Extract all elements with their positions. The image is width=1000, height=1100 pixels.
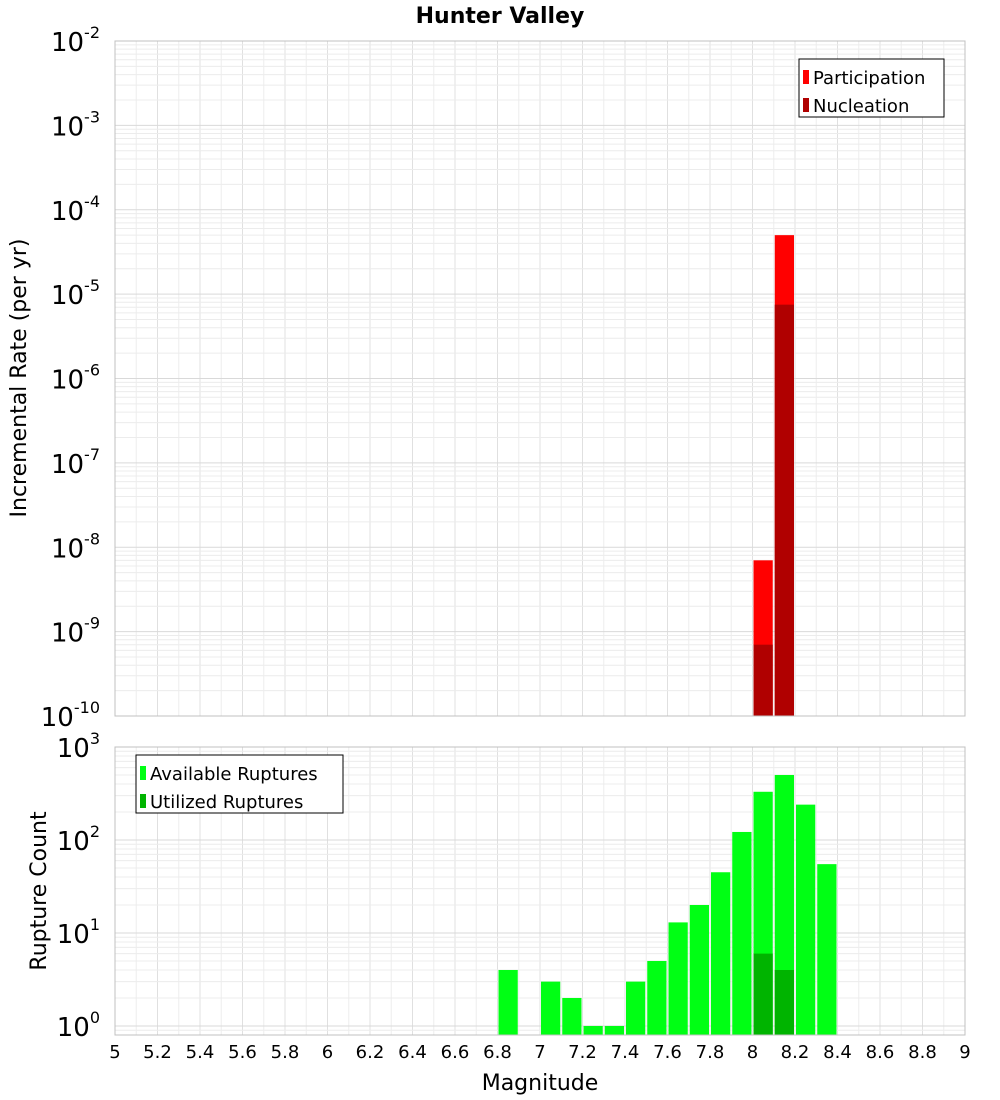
- top-y-tick-label: 10-8: [51, 529, 100, 564]
- bottom-y-tick-label: 101: [57, 915, 100, 950]
- x-tick-label: 8.2: [781, 1042, 810, 1063]
- chart-title: Hunter Valley: [416, 4, 585, 29]
- x-tick-label: 8: [747, 1042, 758, 1063]
- x-tick-label: 7.6: [653, 1042, 682, 1063]
- x-tick-label: 6.2: [356, 1042, 385, 1063]
- x-tick-label: 6.4: [398, 1042, 427, 1063]
- bottom-y-tick-label: 102: [57, 822, 100, 857]
- bottom-legend-label: Available Ruptures: [150, 764, 318, 785]
- x-tick-label: 8.6: [866, 1042, 895, 1063]
- x-tick-label: 9: [959, 1042, 970, 1063]
- x-tick-label: 8.8: [908, 1042, 937, 1063]
- top-legend-label: Nucleation: [813, 96, 909, 117]
- top-y-tick-label: 10-3: [51, 107, 100, 142]
- x-tick-label: 5.8: [271, 1042, 300, 1063]
- top-y-tick-label: 10-9: [51, 614, 100, 649]
- top-y-tick-label: 10-2: [51, 23, 100, 58]
- bottom-bar-available-ruptures: [796, 804, 816, 1035]
- x-axis-title: Magnitude: [482, 1071, 599, 1096]
- bottom-bar-available-ruptures: [668, 922, 688, 1035]
- bottom-bar-available-ruptures: [817, 864, 837, 1035]
- top-y-tick-label: 10-4: [51, 192, 100, 227]
- top-bar-nucleation: [753, 644, 773, 716]
- x-tick-label: 6.6: [441, 1042, 470, 1063]
- top-bar-nucleation: [774, 304, 794, 716]
- bottom-bar-utilized-ruptures: [774, 969, 794, 1035]
- bottom-bar-available-ruptures: [732, 831, 752, 1035]
- x-tick-label: 5.6: [228, 1042, 257, 1063]
- bottom-bar-available-ruptures: [583, 1025, 603, 1035]
- bottom-bar-available-ruptures: [711, 872, 731, 1035]
- bottom-bar-available-ruptures: [647, 960, 667, 1035]
- bottom-bar-available-ruptures: [498, 969, 518, 1035]
- x-tick-label: 8.4: [823, 1042, 852, 1063]
- top-legend-box: [798, 58, 945, 118]
- bottom-bar-available-ruptures: [689, 904, 709, 1035]
- bottom-bar-available-ruptures: [541, 981, 561, 1035]
- top-y-axis-title: Incremental Rate (per yr): [7, 239, 32, 518]
- x-tick-label: 7.4: [611, 1042, 640, 1063]
- bottom-y-tick-label: 103: [57, 729, 100, 764]
- x-tick-label: 7: [534, 1042, 545, 1063]
- x-tick-label: 6.8: [483, 1042, 512, 1063]
- bottom-legend-swatch: [140, 766, 146, 780]
- bottom-plot-border: [114, 746, 966, 1036]
- top-plot-border: [114, 40, 966, 717]
- top-y-tick-label: 10-10: [41, 698, 100, 733]
- bottom-bar-available-ruptures: [562, 997, 582, 1035]
- bottom-bar-available-ruptures: [626, 981, 646, 1035]
- bottom-bar-utilized-ruptures: [753, 953, 773, 1035]
- top-legend-label: Participation: [813, 68, 925, 89]
- top-legend-swatch: [803, 98, 809, 112]
- top-y-tick-label: 10-6: [51, 361, 100, 396]
- bottom-y-tick-label: 100: [57, 1008, 100, 1043]
- bottom-legend-swatch: [140, 794, 146, 808]
- x-tick-label: 5.4: [186, 1042, 215, 1063]
- top-y-tick-label: 10-5: [51, 276, 100, 311]
- bottom-bar-available-ruptures: [604, 1025, 624, 1035]
- x-tick-label: 5: [109, 1042, 120, 1063]
- x-tick-label: 7.8: [696, 1042, 725, 1063]
- top-legend-swatch: [803, 70, 809, 84]
- bottom-legend-box: [135, 754, 344, 814]
- bottom-y-axis-title: Rupture Count: [27, 811, 52, 971]
- x-tick-label: 6: [322, 1042, 333, 1063]
- x-tick-label: 7.2: [568, 1042, 597, 1063]
- top-y-tick-label: 10-7: [51, 445, 100, 480]
- x-tick-label: 5.2: [143, 1042, 172, 1063]
- bottom-legend-label: Utilized Ruptures: [150, 792, 303, 813]
